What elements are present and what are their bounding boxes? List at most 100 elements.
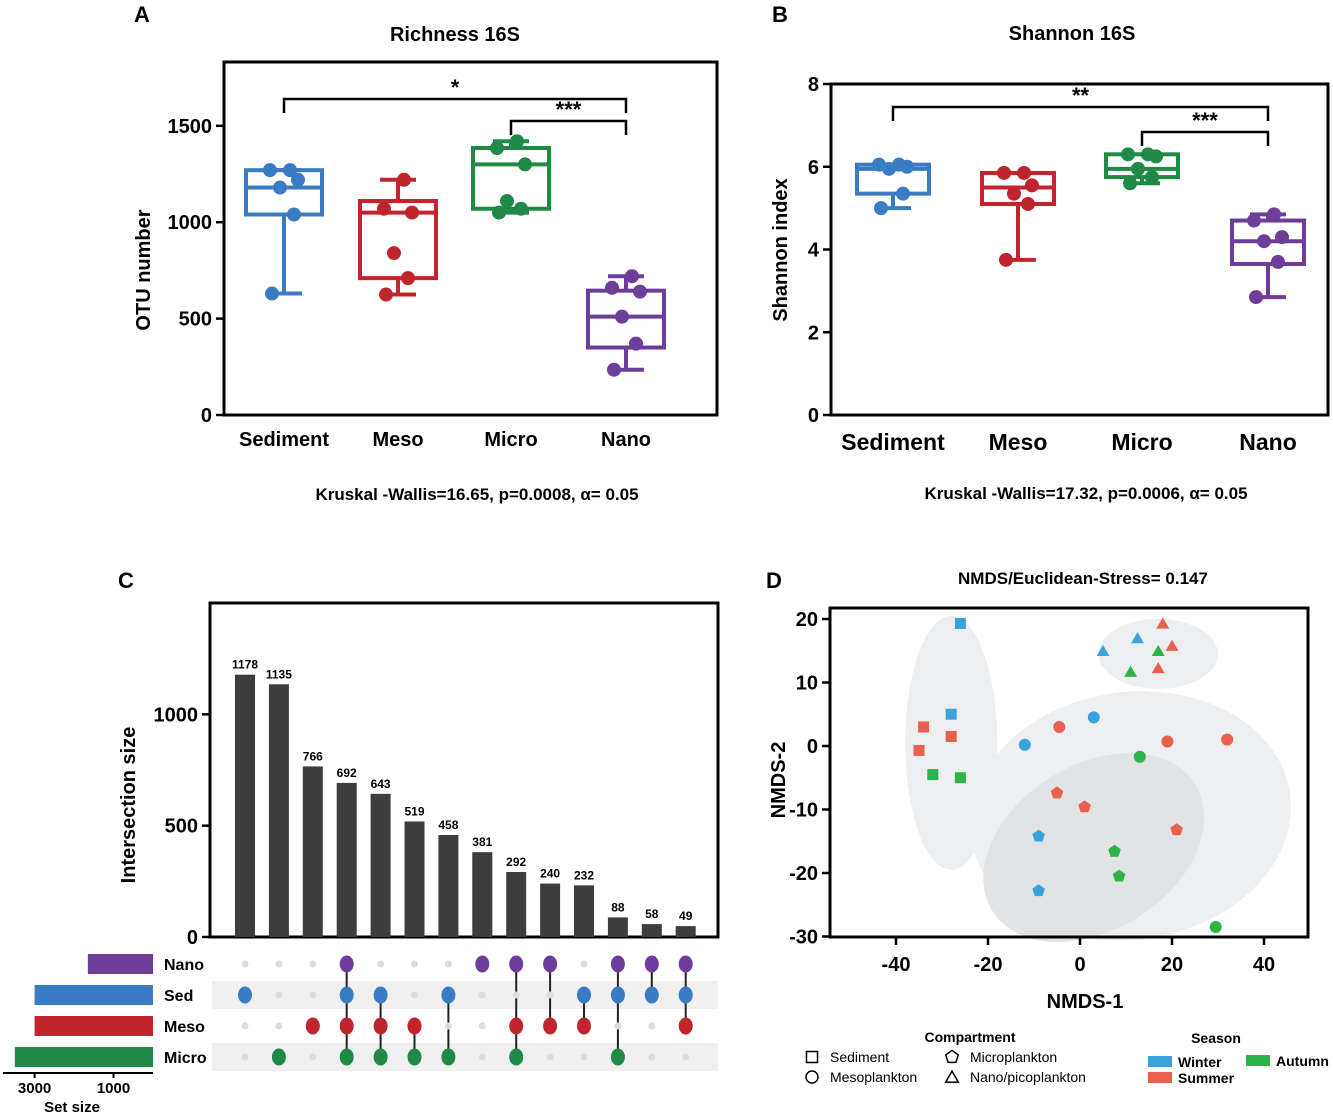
upset-matrix-dot-active	[543, 955, 558, 973]
richness-data-point	[518, 157, 532, 172]
richness-stat-text: Kruskal -Wallis=16.65, p=0.0008, α= 0.05	[315, 485, 638, 504]
shannon-data-point	[874, 201, 888, 216]
richness-box-micro	[471, 134, 551, 220]
upset-matrix-dot-active	[678, 955, 693, 973]
upset-matrix-dot-active	[610, 986, 625, 1004]
set-label: Nano	[164, 957, 204, 974]
legend-compartment-label: Mesoplankton	[830, 1069, 917, 1085]
richness-significance-label: *	[451, 75, 460, 100]
richness-boxplot: Richness 16S OTU number Kruskal -Wallis=…	[133, 24, 719, 504]
legend-season-swatch	[1246, 1055, 1270, 1066]
shannon-y-tick-label: 4	[808, 240, 820, 262]
shannon-data-point	[1141, 147, 1155, 162]
upset-bar-label: 1178	[232, 658, 258, 672]
nmds-point-triangle	[1165, 639, 1179, 651]
upset-bar	[370, 793, 391, 937]
upset-matrix-dot-inactive	[614, 1022, 622, 1030]
nmds-point-pentagon	[1112, 869, 1126, 882]
upset-matrix-stripe	[212, 1043, 718, 1071]
richness-y-tick-label: 500	[179, 309, 212, 331]
upset-matrix-dot-active	[305, 1017, 320, 1035]
upset-matrix-dot-inactive	[411, 960, 418, 968]
shannon-stat-text: Kruskal -Wallis=17.32, p=0.0006, α= 0.05	[924, 484, 1247, 503]
upset-y-axis-label: Intersection size	[118, 727, 140, 884]
upset-bar-label: 381	[472, 835, 492, 849]
legend-season-title: Season	[1191, 1030, 1241, 1046]
richness-data-point	[492, 205, 506, 220]
upset-matrix-dot-inactive	[241, 960, 249, 968]
upset-bar-label: 232	[574, 868, 594, 882]
upset-matrix-dot-inactive	[546, 1053, 554, 1061]
richness-y-tick-label: 1500	[168, 116, 213, 138]
richness-x-tick-label: Micro	[484, 429, 537, 451]
upset-matrix-dot-active	[577, 1017, 591, 1035]
legend-shape-circle	[805, 1070, 819, 1084]
upset-matrix-dot-inactive	[241, 1053, 249, 1061]
upset-matrix-dot-inactive	[309, 1053, 317, 1061]
shannon-y-tick-label: 8	[808, 74, 819, 96]
legend-season-label: Autumn	[1276, 1053, 1329, 1069]
richness-data-point	[490, 141, 504, 156]
nmds-plot-frame	[828, 606, 1310, 939]
nmds-point-circle	[1018, 738, 1031, 751]
richness-plot-frame	[222, 60, 719, 417]
upset-matrix-dot-active	[509, 955, 524, 973]
richness-data-point	[605, 280, 619, 295]
upset-y-tick-label: 500	[165, 816, 198, 838]
shannon-data-point	[896, 186, 910, 201]
richness-data-point	[401, 271, 415, 286]
upset-matrix-dot-inactive	[309, 991, 317, 999]
richness-significance-bracket	[509, 119, 628, 135]
legend-shape-square	[805, 1050, 819, 1064]
upset-bar	[404, 821, 425, 937]
nmds-y-tick-label: -20	[789, 863, 818, 885]
nmds-point-triangle	[1124, 665, 1138, 677]
nmds-y-tick-label: 10	[796, 673, 818, 695]
richness-title: Richness 16S	[390, 24, 520, 46]
shannon-data-point	[1145, 170, 1159, 185]
nmds-point-circle	[1161, 735, 1174, 748]
set-size-bar	[14, 1047, 154, 1067]
nmds-point-pentagon	[1050, 786, 1064, 799]
nmds-point-triangle	[1096, 644, 1110, 656]
shannon-data-point	[1247, 213, 1261, 228]
shannon-box-nano	[1230, 207, 1306, 305]
richness-box-sediment	[244, 163, 324, 301]
nmds-point-triangle	[1131, 632, 1144, 644]
shannon-title: Shannon 16S	[1009, 23, 1136, 45]
upset-matrix-dot-active	[339, 1017, 354, 1035]
shannon-box-micro	[1104, 147, 1180, 191]
upset-matrix-dot-active	[441, 1048, 456, 1066]
nmds-x-axis-label: NMDS-1	[1047, 991, 1124, 1013]
nmds-x-tick-label: -20	[974, 954, 1003, 976]
set-size-bar	[34, 1016, 153, 1036]
upset-matrix-dot-active	[577, 986, 591, 1004]
nmds-point-square	[927, 769, 939, 781]
upset-matrix-dot-active	[339, 955, 354, 973]
nmds-point-circle	[1133, 750, 1146, 763]
legend-season-label: Winter	[1178, 1054, 1222, 1070]
upset-matrix-dot-inactive	[478, 1053, 486, 1061]
set-size-bar	[87, 954, 153, 974]
upset-bar-label: 58	[645, 907, 659, 921]
richness-x-tick-label: Sediment	[239, 429, 329, 451]
upset-matrix-dot-active	[543, 1017, 558, 1035]
upset-matrix-dot-inactive	[648, 1022, 656, 1030]
shannon-x-tick-label: Sediment	[841, 429, 945, 455]
nmds-point-square	[945, 730, 957, 742]
set-label: Micro	[164, 1050, 207, 1067]
upset-matrix-dot-active	[373, 986, 388, 1004]
upset-matrix-dot-inactive	[275, 1022, 283, 1030]
upset-plot: Intersection size Set size 0 500 1000 1178 1…	[3, 601, 720, 1114]
upset-matrix-dot-inactive	[648, 1053, 656, 1061]
upset-matrix-dot-active	[407, 1017, 422, 1035]
nmds-point-triangle	[1151, 644, 1165, 656]
richness-data-point	[397, 172, 411, 187]
nmds-plot: NMDS/Euclidean-Stress= 0.147 NMDS-1 NMDS…	[768, 569, 1329, 1086]
upset-matrix-dot-inactive	[682, 1053, 690, 1061]
upset-bar	[607, 917, 628, 937]
upset-matrix-dot-active	[407, 1048, 422, 1066]
nmds-point-square	[913, 744, 925, 756]
shannon-y-tick-label: 6	[808, 157, 819, 179]
